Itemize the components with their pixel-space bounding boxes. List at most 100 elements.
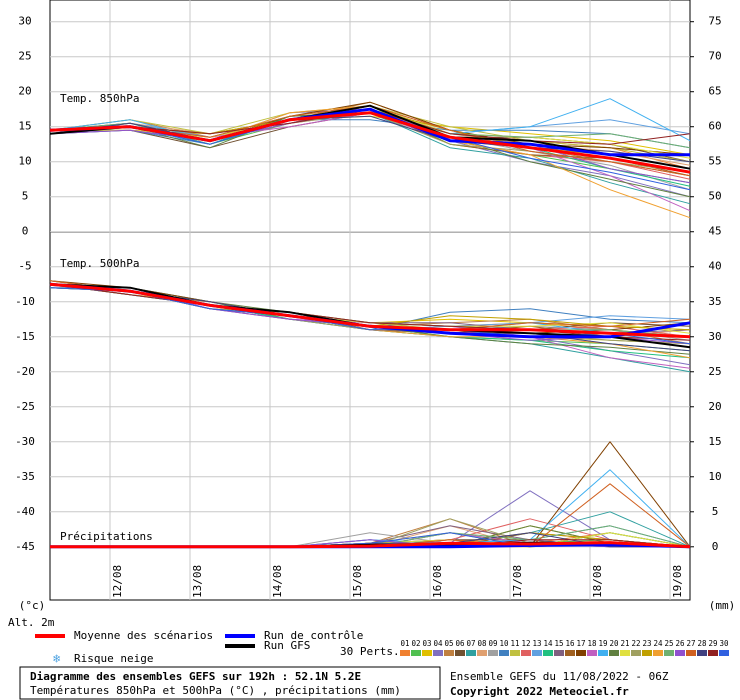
- perturbation-swatch: [697, 650, 707, 656]
- perturbation-swatch: [664, 650, 674, 656]
- perturbation-label: 18: [587, 639, 597, 648]
- y-tick-label: -10: [15, 295, 35, 308]
- perturbation-swatch: [631, 650, 641, 656]
- y-tick-label: 0: [22, 225, 29, 238]
- y-tick-label: -30: [15, 435, 35, 448]
- perturbation-label: 19: [598, 639, 607, 648]
- panel-label: Temp. 850hPa: [60, 92, 139, 105]
- y2-tick-label: 75: [708, 15, 721, 28]
- y-tick-label: -20: [15, 365, 35, 378]
- panel-label: Temp. 500hPa: [60, 257, 139, 270]
- y-tick-label: 30: [18, 15, 31, 28]
- y2-tick-label: 65: [708, 85, 721, 98]
- y2-tick-label: 70: [708, 50, 721, 63]
- x-tick-label: 14/08: [271, 565, 284, 598]
- perturbation-label: 08: [477, 639, 487, 648]
- x-tick-label: 19/08: [671, 565, 684, 598]
- y2-tick-label: 20: [708, 400, 721, 413]
- perturbation-swatch: [675, 650, 685, 656]
- y-tick-label: 20: [18, 85, 31, 98]
- y-tick-label: 10: [18, 155, 31, 168]
- perturbation-label: 25: [664, 639, 673, 648]
- perturbation-line: [50, 115, 691, 156]
- perturbation-swatch: [400, 650, 410, 656]
- perturbation-label: 21: [620, 639, 629, 648]
- perturbation-label: 27: [686, 639, 695, 648]
- y-tick-label: -25: [15, 400, 35, 413]
- copyright: Copyright 2022 Meteociel.fr: [450, 685, 629, 698]
- legend-label: Run GFS: [264, 639, 310, 652]
- perturbation-label: 30: [719, 639, 729, 648]
- y-tick-label: -45: [15, 540, 35, 553]
- chart-subtitle: Températures 850hPa et 500hPa (°C) , pré…: [30, 684, 401, 697]
- perturbation-swatch: [532, 650, 542, 656]
- x-tick-label: 13/08: [191, 565, 204, 598]
- title-box: [19, 666, 441, 700]
- perturbation-label: 23: [642, 639, 651, 648]
- perturbation-swatch: [719, 650, 729, 656]
- perturbation-swatch: [499, 650, 509, 656]
- perturbation-label: 07: [466, 639, 475, 648]
- y2-tick-label: 15: [708, 435, 721, 448]
- y-tick-label: -40: [15, 505, 35, 518]
- snow-icon: ❄: [53, 652, 60, 666]
- y2-unit-label: (mm): [709, 599, 736, 612]
- perturbation-swatch: [565, 650, 575, 656]
- perturbation-swatch: [444, 650, 454, 656]
- y-tick-label: 5: [22, 190, 29, 203]
- perturbation-label: 20: [609, 639, 619, 648]
- perturbation-label: 11: [510, 639, 519, 648]
- perturbation-label: 09: [488, 639, 497, 648]
- perturbation-label: 14: [543, 639, 553, 648]
- perturbation-label: 06: [455, 639, 465, 648]
- perturbation-swatch: [642, 650, 652, 656]
- y2-tick-label: 10: [708, 470, 721, 483]
- perturbation-label: 10: [499, 639, 509, 648]
- perturbation-swatch: [466, 650, 476, 656]
- snow-label: Risque neige: [74, 652, 153, 665]
- perturbation-swatch: [455, 650, 465, 656]
- perturbation-swatch: [543, 650, 553, 656]
- perturbation-swatch: [653, 650, 663, 656]
- perturbation-swatch: [587, 650, 597, 656]
- perturbation-swatch: [521, 650, 531, 656]
- y-tick-label: 15: [18, 120, 31, 133]
- perturbation-label: 01: [400, 639, 409, 648]
- perturbation-label: 12: [521, 639, 530, 648]
- y2-tick-label: 35: [708, 295, 721, 308]
- perturbation-swatch: [422, 650, 432, 656]
- perturbation-swatch: [708, 650, 718, 656]
- perturbation-swatch: [488, 650, 498, 656]
- panel-label: Précipitations: [60, 530, 153, 543]
- perturbation-swatch: [554, 650, 564, 656]
- perturbation-swatch: [686, 650, 696, 656]
- perturbation-swatch: [477, 650, 487, 656]
- y2-tick-label: 50: [708, 190, 721, 203]
- perturbations-label: 30 Perts.: [340, 645, 400, 658]
- perturbation-label: 05: [444, 639, 453, 648]
- perturbation-label: 02: [411, 639, 420, 648]
- y-unit-label: (°c): [19, 599, 46, 612]
- perturbation-swatch: [609, 650, 619, 656]
- x-tick-label: 16/08: [431, 565, 444, 598]
- y2-tick-label: 45: [708, 225, 721, 238]
- y2-tick-label: 25: [708, 365, 721, 378]
- y2-tick-label: 55: [708, 155, 721, 168]
- lines: [49, 98, 691, 549]
- perturbation-swatch: [433, 650, 443, 656]
- perturbation-line: [49, 287, 691, 355]
- altitude-label: Alt. 2m: [8, 616, 55, 629]
- legend-label: Run de contrôle: [264, 629, 363, 642]
- y-tick-label: -15: [15, 330, 35, 343]
- x-tick-label: 17/08: [511, 565, 524, 598]
- perturbation-label: 16: [565, 639, 575, 648]
- x-tick-label: 15/08: [351, 565, 364, 598]
- y2-tick-label: 60: [708, 120, 721, 133]
- y2-tick-label: 40: [708, 260, 721, 273]
- perturbation-label: 17: [576, 639, 585, 648]
- perturbation-label: 03: [422, 639, 431, 648]
- series-line: [49, 111, 691, 174]
- perturbation-swatch: [576, 650, 586, 656]
- legend: Moyenne des scénarios Run de contrôleRun …: [35, 629, 729, 656]
- perturbation-swatch: [411, 650, 421, 656]
